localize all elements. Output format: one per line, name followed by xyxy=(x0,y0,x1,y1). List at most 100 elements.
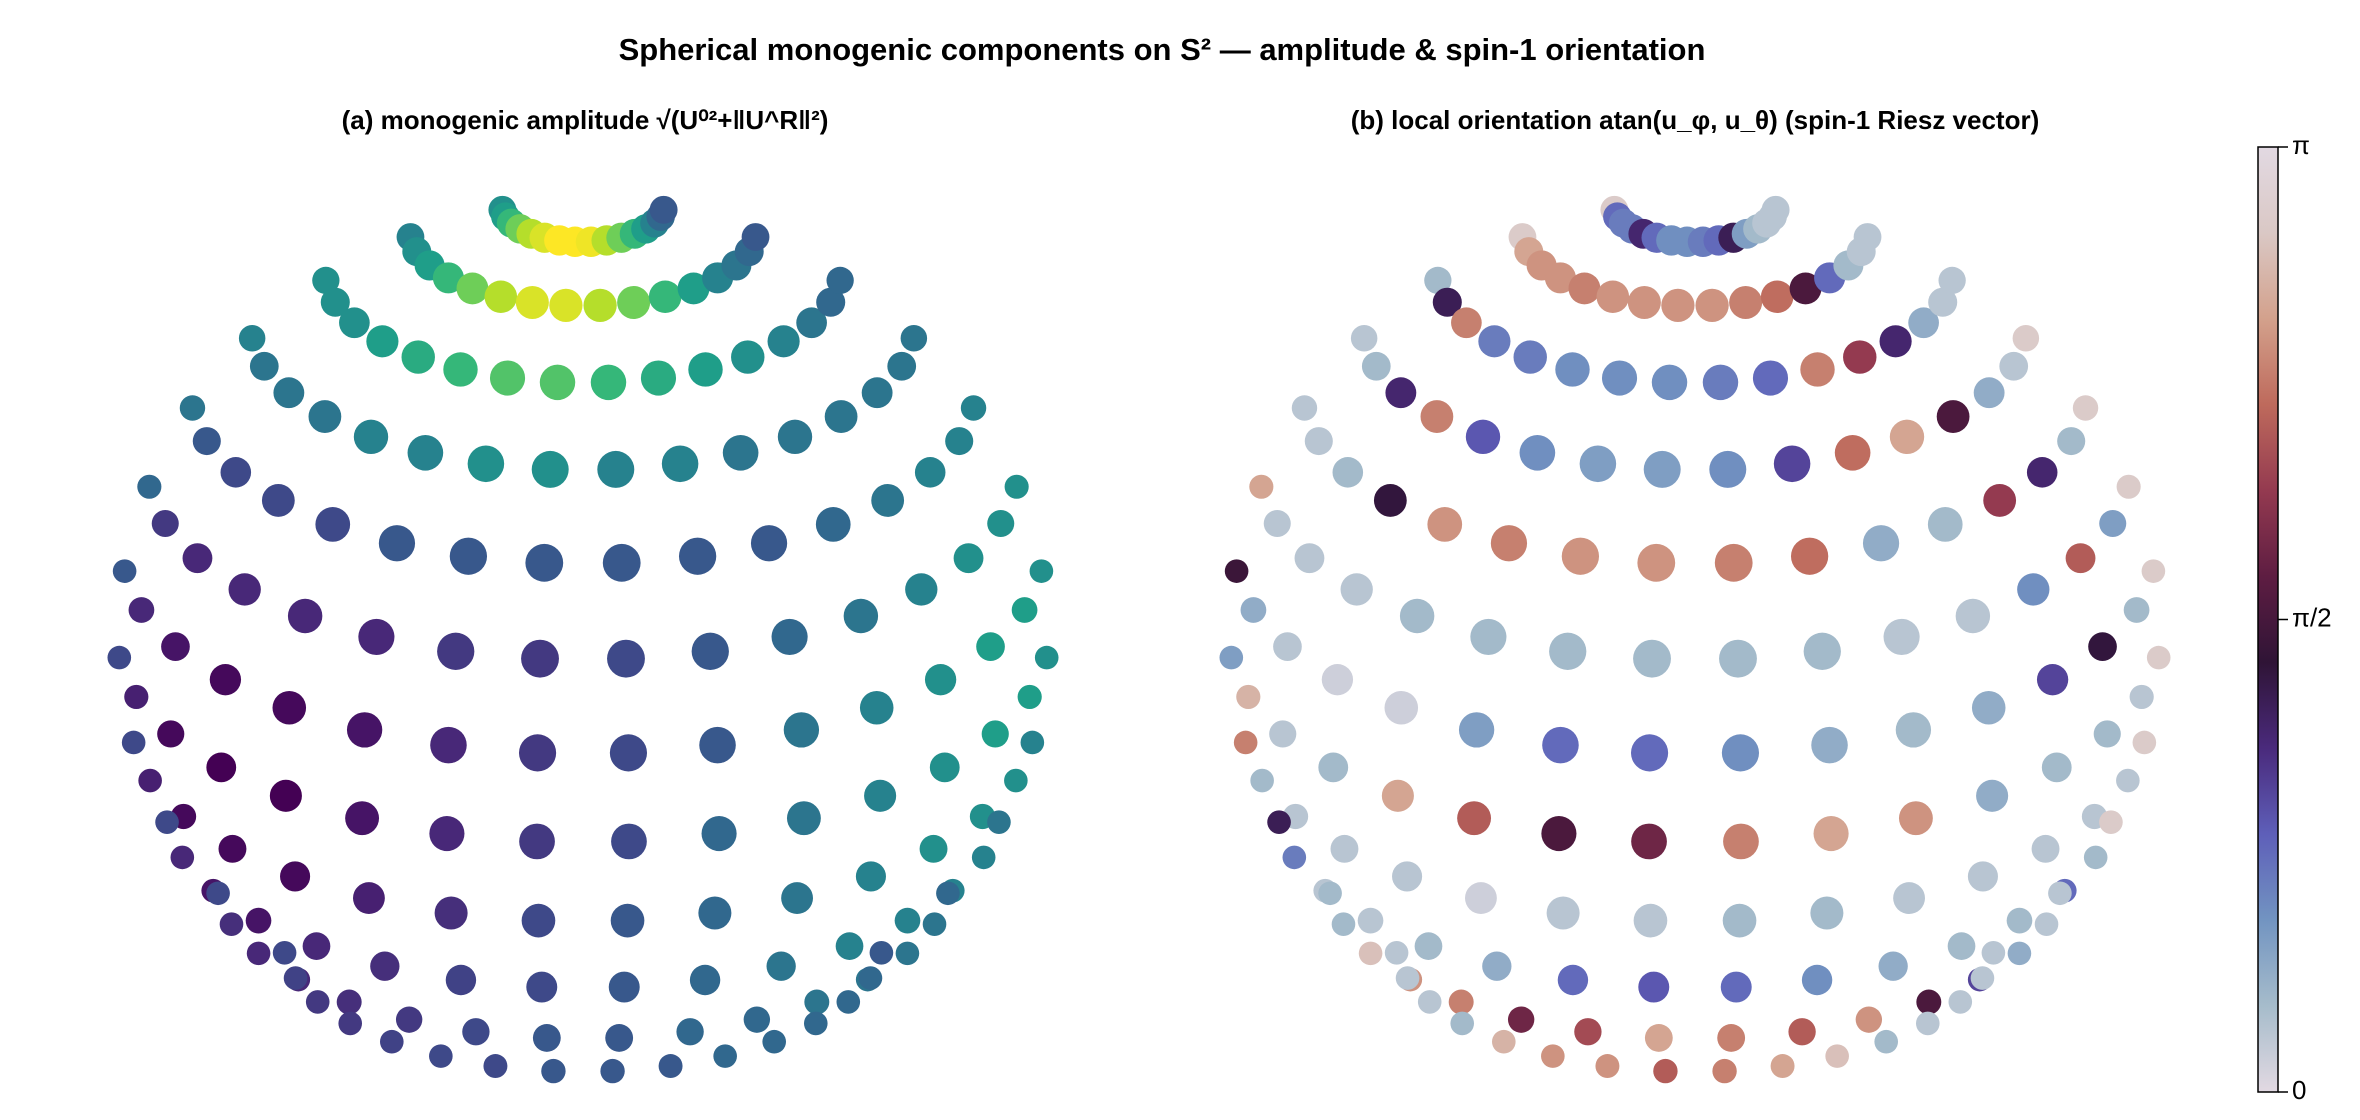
point xyxy=(2007,941,2032,966)
point xyxy=(1644,1024,1673,1052)
point xyxy=(449,537,488,575)
point xyxy=(976,632,1005,661)
sphere xyxy=(107,195,1059,1084)
point xyxy=(1638,971,1670,1003)
point xyxy=(1729,285,1763,320)
point xyxy=(781,882,813,914)
point xyxy=(1702,364,1739,401)
point xyxy=(280,861,311,892)
point xyxy=(1470,618,1507,655)
point xyxy=(456,272,489,305)
point xyxy=(338,1011,363,1036)
point xyxy=(1541,816,1577,852)
point xyxy=(353,882,385,914)
point xyxy=(1011,597,1038,623)
point xyxy=(1834,434,1871,471)
point xyxy=(869,940,894,965)
point xyxy=(1568,272,1601,305)
point xyxy=(272,940,297,965)
point xyxy=(2036,664,2069,696)
point xyxy=(824,400,858,433)
point xyxy=(489,360,526,396)
point xyxy=(1908,307,1939,339)
point xyxy=(1643,450,1681,488)
point xyxy=(1579,445,1617,483)
point xyxy=(179,395,206,421)
point xyxy=(767,325,800,358)
point xyxy=(353,419,389,455)
point xyxy=(804,989,830,1015)
point xyxy=(2099,509,2127,538)
colorbar-tick-label: 0 xyxy=(2292,1075,2306,1105)
point xyxy=(312,266,340,295)
point xyxy=(895,941,920,966)
point xyxy=(689,964,721,996)
point xyxy=(1282,845,1307,870)
point xyxy=(1627,285,1661,320)
point xyxy=(1633,903,1668,938)
point xyxy=(661,445,699,483)
point xyxy=(1879,325,1912,358)
point xyxy=(2041,752,2072,783)
point xyxy=(1595,1054,1620,1079)
point xyxy=(219,912,244,936)
point xyxy=(2093,720,2121,748)
point xyxy=(678,537,717,575)
point xyxy=(2141,559,2166,583)
point xyxy=(1752,360,1789,396)
point xyxy=(1878,951,1908,981)
point xyxy=(1936,400,1970,433)
point xyxy=(1034,645,1059,670)
point xyxy=(521,903,556,938)
point xyxy=(1318,752,1349,783)
point xyxy=(609,734,648,772)
point xyxy=(1373,484,1407,517)
point xyxy=(2132,730,2157,755)
point xyxy=(2088,632,2117,661)
point xyxy=(1330,834,1359,863)
point xyxy=(1381,779,1414,812)
point xyxy=(945,427,974,456)
point xyxy=(220,457,252,488)
point xyxy=(401,340,435,374)
point xyxy=(2083,845,2108,870)
point xyxy=(1541,1044,1565,1068)
point xyxy=(922,912,947,936)
point xyxy=(987,810,1011,834)
point xyxy=(228,573,261,606)
point xyxy=(1250,768,1274,793)
point xyxy=(1801,964,1833,996)
point xyxy=(1874,1029,1899,1054)
colorbar-tick-label: π/2 xyxy=(2292,602,2332,632)
point xyxy=(1983,484,2017,517)
point xyxy=(209,664,242,696)
point xyxy=(1361,351,1391,381)
point xyxy=(245,907,272,934)
point xyxy=(864,779,897,812)
point xyxy=(2129,684,2154,709)
point xyxy=(532,1024,561,1052)
figure-title: Spherical monogenic components on S² — a… xyxy=(619,32,1706,67)
point xyxy=(1723,823,1759,860)
point xyxy=(1273,632,1302,661)
point xyxy=(1853,223,1882,251)
point xyxy=(1722,903,1757,938)
point xyxy=(1350,324,1378,352)
point xyxy=(1420,400,1454,433)
point xyxy=(273,377,305,409)
point xyxy=(608,971,640,1003)
point xyxy=(1601,360,1638,396)
point xyxy=(987,509,1015,538)
point xyxy=(1427,507,1463,542)
point xyxy=(407,434,444,471)
point xyxy=(1720,971,1752,1003)
point xyxy=(1999,351,2029,381)
point xyxy=(1719,639,1757,678)
point xyxy=(124,684,149,709)
point xyxy=(914,457,946,488)
point xyxy=(1340,573,1373,606)
colorbar-tick-label: π xyxy=(2292,130,2310,160)
point xyxy=(1249,474,1274,499)
point xyxy=(2116,768,2140,793)
point xyxy=(1981,940,2006,965)
